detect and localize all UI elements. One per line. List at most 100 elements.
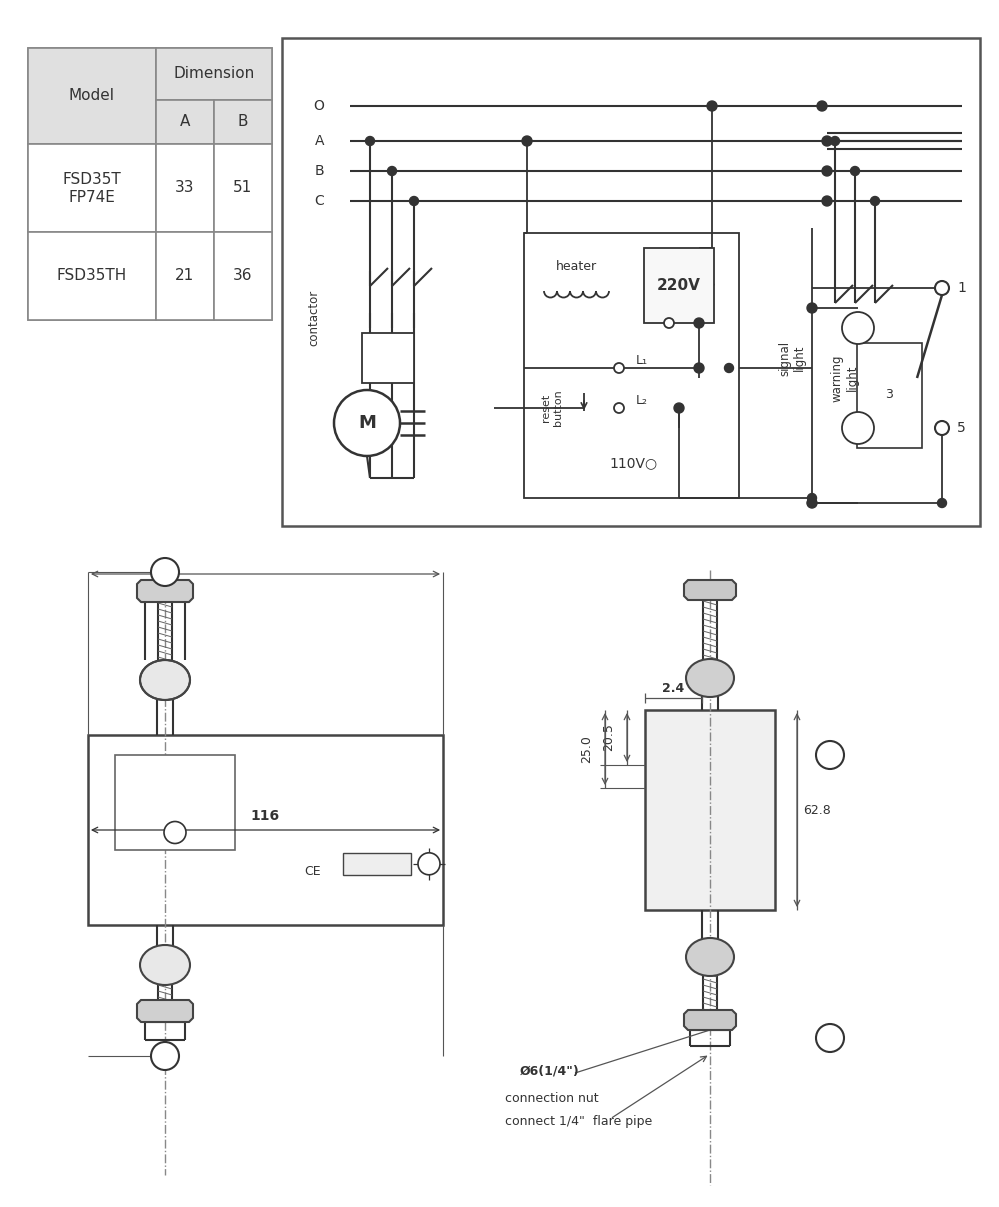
Text: 36: 36 <box>233 268 253 284</box>
Bar <box>28 232 156 320</box>
Text: A: A <box>315 134 324 148</box>
Circle shape <box>870 197 879 205</box>
Text: M: M <box>358 414 376 432</box>
Circle shape <box>850 167 859 175</box>
Text: reset
button: reset button <box>541 390 562 426</box>
Text: B: B <box>825 1032 835 1044</box>
Text: 2.4: 2.4 <box>662 682 684 694</box>
Bar <box>28 48 156 144</box>
Text: connect 1/4"  flare pipe: connect 1/4" flare pipe <box>505 1114 652 1127</box>
Text: CE: CE <box>305 865 322 879</box>
Circle shape <box>817 101 827 111</box>
Circle shape <box>935 281 949 295</box>
Text: PUSH TO RESET: PUSH TO RESET <box>350 861 405 867</box>
Bar <box>524 233 739 498</box>
Text: 110V○: 110V○ <box>609 456 657 470</box>
Text: C: C <box>315 194 324 208</box>
Text: 33: 33 <box>175 181 195 196</box>
Circle shape <box>418 853 440 875</box>
Bar <box>88 735 443 925</box>
Bar <box>28 48 272 320</box>
Circle shape <box>694 317 704 328</box>
Text: warning
light: warning light <box>831 354 859 402</box>
Bar <box>156 100 214 144</box>
Bar <box>214 144 272 232</box>
Ellipse shape <box>140 945 190 985</box>
Text: 5: 5 <box>957 421 966 435</box>
Polygon shape <box>137 581 193 602</box>
Text: 3: 3 <box>885 389 893 402</box>
Circle shape <box>937 498 946 507</box>
Circle shape <box>822 196 832 206</box>
Text: A: A <box>160 566 170 578</box>
Bar <box>156 232 214 320</box>
Polygon shape <box>137 1001 193 1022</box>
Bar <box>362 333 414 383</box>
Text: 21: 21 <box>176 268 195 284</box>
Circle shape <box>614 403 624 413</box>
Bar <box>214 232 272 320</box>
Text: B: B <box>825 748 835 762</box>
Circle shape <box>816 1024 844 1053</box>
Text: 1: 1 <box>957 281 966 295</box>
Ellipse shape <box>686 659 734 696</box>
Circle shape <box>410 197 419 205</box>
Circle shape <box>151 1042 179 1069</box>
Circle shape <box>664 317 674 328</box>
Text: Dimension: Dimension <box>174 66 255 82</box>
Text: FP74E: FP74E <box>69 189 116 204</box>
Circle shape <box>935 421 949 435</box>
Text: heater: heater <box>555 260 596 273</box>
Text: O: O <box>313 99 324 113</box>
Text: signal
light: signal light <box>778 340 806 375</box>
Circle shape <box>366 136 375 146</box>
Circle shape <box>822 136 832 146</box>
Text: 220V: 220V <box>657 278 701 293</box>
Bar <box>645 710 775 910</box>
Text: Ø6(1/4"): Ø6(1/4") <box>520 1065 579 1078</box>
Polygon shape <box>684 1010 736 1030</box>
Circle shape <box>707 101 717 111</box>
Circle shape <box>816 741 844 769</box>
Bar <box>214 100 272 144</box>
Text: Model: Model <box>69 88 115 104</box>
Bar <box>115 756 235 850</box>
Text: 51: 51 <box>234 181 253 196</box>
Text: 25.0: 25.0 <box>580 735 593 763</box>
Circle shape <box>522 136 532 146</box>
Text: L₁: L₁ <box>636 354 648 367</box>
Circle shape <box>822 167 832 176</box>
Text: FSD35T: FSD35T <box>63 171 121 187</box>
Bar <box>282 37 980 526</box>
Text: 116: 116 <box>251 809 280 823</box>
Text: 62.8: 62.8 <box>803 804 831 816</box>
Polygon shape <box>684 581 736 600</box>
Text: 20.5: 20.5 <box>602 723 615 752</box>
Circle shape <box>842 412 874 444</box>
Circle shape <box>151 558 179 587</box>
Circle shape <box>164 822 186 844</box>
Circle shape <box>807 494 816 502</box>
Bar <box>644 247 714 323</box>
Circle shape <box>614 363 624 373</box>
Text: connection nut: connection nut <box>505 1092 598 1106</box>
Circle shape <box>807 498 817 508</box>
Bar <box>343 853 411 875</box>
Text: L₂: L₂ <box>636 393 648 407</box>
Text: A: A <box>160 1050 170 1062</box>
Circle shape <box>842 311 874 344</box>
Text: FSD35TH: FSD35TH <box>57 268 127 284</box>
Text: A: A <box>180 115 190 129</box>
Text: B: B <box>315 164 324 177</box>
Text: B: B <box>238 115 248 129</box>
Circle shape <box>694 363 704 373</box>
Bar <box>28 144 156 232</box>
Circle shape <box>807 303 817 313</box>
Circle shape <box>334 390 400 456</box>
Circle shape <box>724 363 733 373</box>
Bar <box>857 343 922 448</box>
Circle shape <box>830 136 839 146</box>
Bar <box>156 144 214 232</box>
Circle shape <box>674 403 684 413</box>
Text: contactor: contactor <box>308 290 321 346</box>
